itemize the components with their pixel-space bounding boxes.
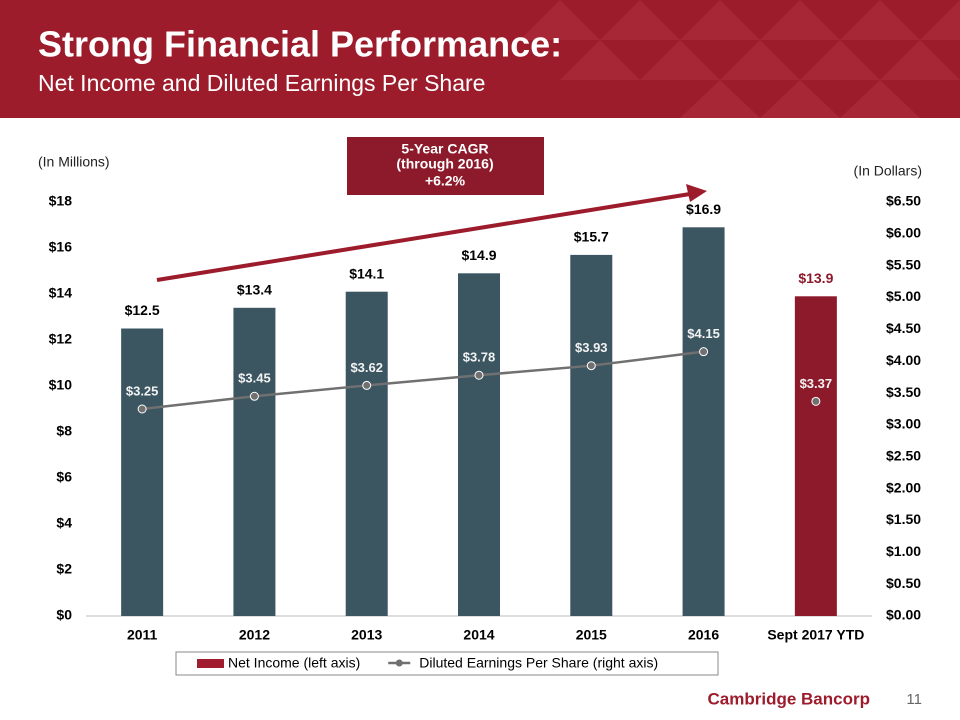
bar-value-label: $16.9 bbox=[686, 201, 721, 217]
legend-label: Diluted Earnings Per Share (right axis) bbox=[419, 655, 658, 671]
bar-value-label: $14.9 bbox=[461, 247, 496, 263]
bar bbox=[345, 291, 388, 616]
y-tick-label: $10 bbox=[49, 377, 73, 393]
y-tick-label: $12 bbox=[49, 331, 73, 347]
y-tick-label: $2 bbox=[56, 561, 72, 577]
y2-tick-label: $4.00 bbox=[886, 352, 921, 368]
eps-point bbox=[362, 380, 372, 390]
y-axis-label: (In Millions) bbox=[38, 154, 110, 170]
eps-point bbox=[586, 361, 596, 371]
x-tick-label: 2011 bbox=[127, 627, 158, 643]
title: Strong Financial Performance: bbox=[38, 24, 562, 65]
x-tick-label: Sept 2017 YTD bbox=[767, 627, 864, 643]
eps-value-label: $4.15 bbox=[687, 326, 720, 341]
eps-line bbox=[142, 350, 704, 411]
bar-value-label: $15.7 bbox=[574, 229, 609, 245]
legend-swatch bbox=[395, 659, 403, 667]
legend-box bbox=[175, 651, 719, 676]
y2-tick-label: $5.50 bbox=[886, 256, 921, 272]
x-tick-label: 2013 bbox=[351, 627, 382, 643]
y2-tick-label: $6.50 bbox=[886, 193, 921, 209]
y2-axis-label: (In Dollars) bbox=[854, 163, 922, 179]
subtitle: Net Income and Diluted Earnings Per Shar… bbox=[38, 70, 485, 96]
eps-value-label: $3.78 bbox=[463, 350, 496, 365]
eps-point bbox=[249, 391, 259, 401]
legend-swatch bbox=[197, 659, 224, 668]
y2-tick-label: $1.00 bbox=[886, 543, 921, 559]
x-tick-label: 2015 bbox=[576, 627, 607, 643]
eps-value-label: $3.45 bbox=[238, 371, 271, 386]
annotation: 5-Year CAGR bbox=[401, 141, 488, 157]
x-tick-label: 2014 bbox=[463, 627, 494, 643]
annotation: (through 2016) bbox=[396, 156, 493, 172]
trend-arrowhead bbox=[686, 184, 707, 202]
y-tick-label: $8 bbox=[56, 423, 72, 439]
y-tick-label: $14 bbox=[49, 285, 73, 301]
bar-value-label: $13.9 bbox=[798, 270, 833, 286]
y2-tick-label: $1.50 bbox=[886, 511, 921, 527]
eps-point bbox=[137, 404, 147, 414]
bar bbox=[233, 307, 276, 616]
y2-tick-label: $0.00 bbox=[886, 607, 921, 623]
company-name: Cambridge Bancorp bbox=[708, 689, 870, 708]
bar-value-label: $12.5 bbox=[125, 302, 160, 318]
y2-tick-label: $0.50 bbox=[886, 575, 921, 591]
eps-value-label: $3.93 bbox=[575, 340, 608, 355]
eps-point bbox=[811, 396, 821, 406]
y2-tick-label: $3.50 bbox=[886, 384, 921, 400]
y2-tick-label: $5.00 bbox=[886, 288, 921, 304]
bar bbox=[794, 296, 837, 616]
eps-point bbox=[699, 347, 709, 357]
legend-label: Net Income (left axis) bbox=[228, 655, 360, 671]
bar bbox=[121, 328, 164, 616]
y-tick-label: $18 bbox=[49, 193, 73, 209]
y-tick-label: $6 bbox=[56, 469, 72, 485]
x-tick-label: 2012 bbox=[239, 627, 270, 643]
y-tick-label: $16 bbox=[49, 239, 73, 255]
bar-value-label: $13.4 bbox=[237, 282, 272, 298]
trend-arrow bbox=[156, 192, 691, 282]
annotation-box bbox=[347, 137, 544, 195]
eps-value-label: $3.62 bbox=[350, 360, 383, 375]
y-tick-label: $4 bbox=[56, 515, 72, 531]
y-tick-label: $0 bbox=[56, 607, 72, 623]
bar bbox=[458, 273, 500, 616]
y2-tick-label: $6.00 bbox=[886, 225, 921, 241]
bar bbox=[570, 254, 613, 616]
x-tick-label: 2016 bbox=[688, 627, 719, 643]
eps-point bbox=[474, 370, 484, 380]
y2-tick-label: $3.00 bbox=[886, 416, 921, 432]
eps-value-label: $3.25 bbox=[126, 383, 159, 398]
page-number: 11 bbox=[906, 691, 922, 708]
header-pattern bbox=[520, 0, 960, 118]
y2-tick-label: $2.00 bbox=[886, 479, 921, 495]
y2-tick-label: $2.50 bbox=[886, 447, 921, 463]
bar-value-label: $14.1 bbox=[349, 265, 384, 281]
y2-tick-label: $4.50 bbox=[886, 320, 921, 336]
eps-value-label: $3.37 bbox=[800, 376, 833, 391]
bar bbox=[682, 227, 725, 617]
annotation: +6.2% bbox=[425, 173, 466, 189]
